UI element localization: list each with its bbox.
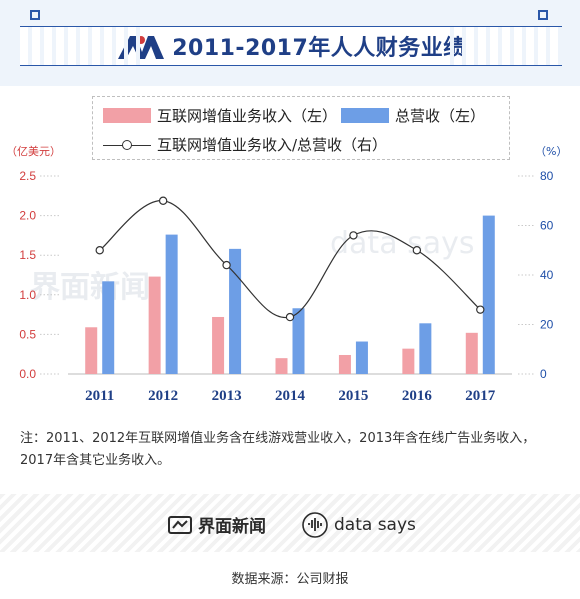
bar-total-revenue [165,234,178,374]
bar-total-revenue [102,281,115,374]
brand-datasays: data says [302,512,416,538]
page-title: 2011-2017年人人财务业绩 [172,36,466,61]
right-tick-label: 60 [540,219,554,233]
x-tick-label: 2014 [275,388,306,404]
title-band-pattern-right [442,27,562,65]
bar-value-added-revenue [275,358,288,374]
x-tick-label: 2012 [148,388,178,404]
chart-note: 注：2011、2012年互联网增值业务含在线游戏营业收入，2013年含在线广告业… [20,431,536,468]
left-tick-label: 2.5 [19,169,36,183]
bar-value-added-revenue [402,348,415,374]
ratio-point [95,246,104,255]
bar-total-revenue [292,308,305,374]
ratio-point [476,305,485,314]
chart-legend: 互联网增值业务收入（左） 总营收（左） 互联网增值业务收入/总营收（右） [92,96,510,160]
footer-band [0,494,580,552]
title-band: 2011-2017年人人财务业绩 [20,26,562,66]
bar-total-revenue [355,341,368,374]
right-axis-unit: （%） [535,145,568,158]
jiemian-logo-icon [168,515,192,534]
ratio-point [285,312,295,322]
bar-value-added-revenue [212,316,225,374]
bar-value-added-revenue [148,276,161,374]
brand-jiemian-label: 界面新闻 [198,517,266,537]
legend-label-bar1: 互联网增值业务收入（左） [157,107,338,125]
legend-swatch-line [103,139,151,151]
right-tick-label: 20 [540,318,554,332]
bar-value-added-revenue [465,332,478,374]
x-tick-label: 2011 [85,388,114,404]
legend-swatch-bar1 [103,108,151,123]
ratio-point [222,260,231,270]
corner-mark-right [538,10,548,20]
left-tick-label: 1.0 [19,288,36,302]
datasays-logo-icon [302,512,328,538]
x-tick-label: 2017 [465,388,496,404]
bar-value-added-revenue [338,354,351,374]
brand-jiemian: 界面新闻 [168,512,266,537]
corner-mark-left [30,10,40,20]
left-tick-label: 2.0 [19,209,36,223]
left-tick-label: 1.5 [19,248,36,262]
legend-item-bar1: 互联网增值业务收入（左） [103,105,337,126]
x-tick-label: 2015 [338,388,368,404]
ratio-point [158,196,168,205]
bar-total-revenue [229,248,242,374]
bar-total-revenue [482,215,495,374]
combo-chart: 0.0 0.5 1.0 1.5 2.0 2.5 0 20 40 60 80 2011 2012 201… [19,169,554,404]
bar-total-revenue [419,323,432,374]
title-band-pattern-left [20,27,140,65]
right-tick-label: 0 [540,367,547,381]
legend-swatch-bar2 [341,108,389,123]
legend-item-line: 互联网增值业务收入/总营收（右） [103,134,387,155]
legend-label-line: 互联网增值业务收入/总营收（右） [157,136,388,154]
legend-label-bar2: 总营收（左） [395,107,486,125]
legend-item-bar2: 总营收（左） [341,105,485,126]
ratio-point [349,231,358,240]
x-tick-label: 2016 [402,388,433,404]
left-tick-label: 0.0 [19,367,36,381]
left-axis-unit: （亿美元） [6,145,61,158]
data-source: 数据来源：公司财报 [231,572,349,587]
x-tick-label: 2013 [212,388,242,404]
right-tick-label: 80 [540,169,554,183]
left-tick-label: 0.5 [19,327,36,341]
right-tick-label: 40 [540,268,554,282]
watermark-jiemian: 界面新闻 [30,270,150,305]
brand-datasays-label: data says [334,515,416,535]
ratio-point [412,246,422,255]
bar-value-added-revenue [85,327,98,374]
